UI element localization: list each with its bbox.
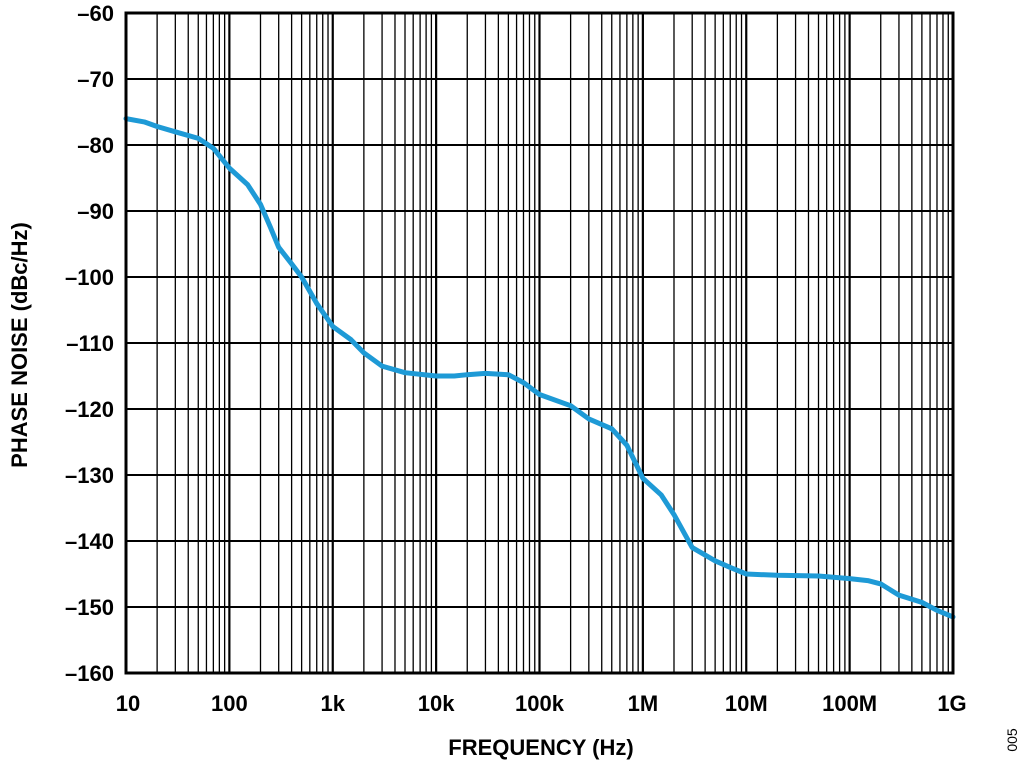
y-tick-label: –100 [65,265,114,290]
grid-major [124,12,955,674]
y-tick-label: –110 [66,331,114,356]
y-tick-label: –120 [65,397,114,422]
x-axis-title: FREQUENCY (Hz) [448,735,633,760]
figure-code: 005 [1004,728,1020,752]
x-tick-label: 1M [628,691,659,716]
y-tick-label: –150 [65,595,114,620]
x-tick-label: 10M [725,691,768,716]
x-tick-label: 1G [937,691,966,716]
y-tick-label: –60 [77,1,114,26]
plot-frame [124,11,955,675]
y-tick-label: –160 [65,661,114,686]
x-tick-label: 100k [515,691,565,716]
y-tick-label: –90 [77,199,114,224]
y-axis-title: PHASE NOISE (dBc/Hz) [7,222,32,468]
y-tick-label: –140 [65,529,114,554]
y-tick-labels: –60 –70 –80 –90 –100 –110 –120 –130 –140 –150 –160 [65,1,114,686]
series-layer [123,116,956,620]
x-tick-label: 100 [211,691,248,716]
y-tick-label: –70 [77,67,114,92]
x-tick-label: 1k [321,691,346,716]
y-tick-label: –130 [65,463,114,488]
x-tick-labels: 10 100 1k 10k 100k 1M 10M 100M 1G [116,691,967,716]
x-tick-label: 10 [116,691,140,716]
phase-noise-series-line [123,116,956,620]
y-tick-label: –80 [77,133,114,158]
x-tick-label: 10k [418,691,455,716]
x-tick-label: 100M [822,691,877,716]
